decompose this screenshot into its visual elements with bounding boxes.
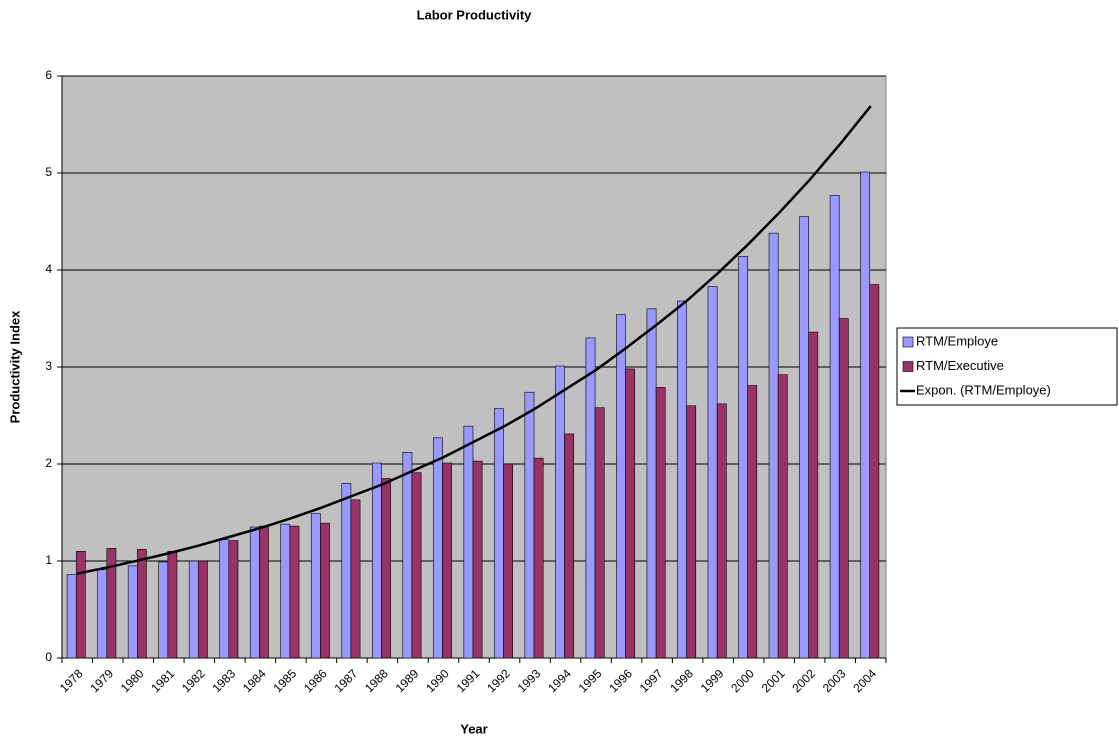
bar [777,374,788,659]
bar [808,331,819,659]
bar [136,549,147,659]
bar [228,540,239,659]
bar [320,522,330,659]
bar [198,560,208,659]
x-tick-label: 1987 [332,666,361,695]
bar [860,171,871,659]
bar [503,463,513,659]
legend-label: RTM/Employe [916,333,998,348]
bar [646,308,657,659]
x-tick-label: 1992 [484,666,513,695]
bar [402,452,413,659]
x-tick-label: 1982 [179,666,208,695]
bar [829,195,840,659]
x-tick-label: 2003 [820,666,849,695]
bar [625,368,636,659]
bar [533,457,544,659]
x-tick-label: 2000 [728,666,757,695]
bar [555,365,565,659]
bar [106,548,117,659]
x-tick-label: 2001 [759,666,788,695]
chart-title: Labor Productivity [417,7,533,22]
bar [167,550,178,659]
x-tick-label: 1981 [148,666,177,695]
bar [564,433,575,659]
x-tick-label: 1991 [454,666,483,695]
x-tick-label: 1983 [209,666,238,695]
y-tick-label: 3 [45,359,52,373]
x-tick-label: 1986 [301,666,330,695]
x-tick-label: 1997 [637,666,666,695]
legend-label: Expon. (RTM/Employe) [916,382,1051,397]
bar [594,407,605,659]
x-tick-label: 2004 [850,666,879,695]
bar [616,314,626,659]
x-tick-label: 1988 [362,666,391,695]
bar [799,216,810,659]
bar [280,523,291,659]
bar [75,550,86,659]
bar [66,574,77,659]
y-tick-label: 2 [45,456,52,470]
x-tick-label: 1978 [57,666,86,695]
legend-label: RTM/Executive [916,358,1004,373]
legend-swatch [902,336,914,348]
bar [341,483,352,659]
bar [707,286,718,659]
bar [411,472,422,659]
bar [97,569,108,659]
bar [219,539,230,659]
bar [494,408,504,659]
bar [747,385,758,659]
x-tick-label: 1995 [576,666,605,695]
legend-box [896,327,1118,406]
bar [716,403,727,659]
bar [289,525,300,659]
x-axis-title: Year [460,721,487,736]
bar [686,405,697,659]
bar [381,478,391,659]
x-tick-label: 1989 [393,666,422,695]
x-tick-label: 1990 [423,666,452,695]
y-tick-label: 5 [45,165,52,179]
legend-swatch [902,361,914,372]
bar [442,462,452,659]
x-tick-label: 1984 [240,666,269,695]
y-tick-label: 6 [45,68,52,82]
bar [249,526,260,659]
bar [838,318,849,659]
trend-line [77,105,872,575]
x-tick-label: 1985 [270,666,299,695]
x-tick-label: 1993 [515,666,544,695]
bar [677,300,687,659]
x-tick-label: 1996 [606,666,635,695]
bar [433,437,443,659]
x-tick-label: 1979 [87,666,116,695]
x-tick-label: 1980 [118,666,147,695]
bar [869,284,880,659]
bar [463,425,474,659]
x-tick-label: 1999 [698,666,727,695]
y-tick-label: 0 [45,650,52,664]
bar [188,560,199,659]
y-tick-label: 1 [45,553,52,567]
x-tick-label: 1998 [667,666,696,695]
bar [158,561,169,659]
bar [585,337,596,659]
y-axis-title: Productivity Index [7,310,22,423]
bar [655,387,666,659]
bar [524,391,535,659]
bar [472,460,483,659]
bar [259,525,269,659]
bar [350,499,361,659]
bar [127,565,138,659]
y-tick-label: 4 [45,262,52,276]
bar [371,462,382,659]
bar [310,513,321,659]
bar [768,232,779,659]
x-tick-label: 1994 [545,666,574,695]
bar [738,256,748,659]
x-tick-label: 2002 [789,666,818,695]
